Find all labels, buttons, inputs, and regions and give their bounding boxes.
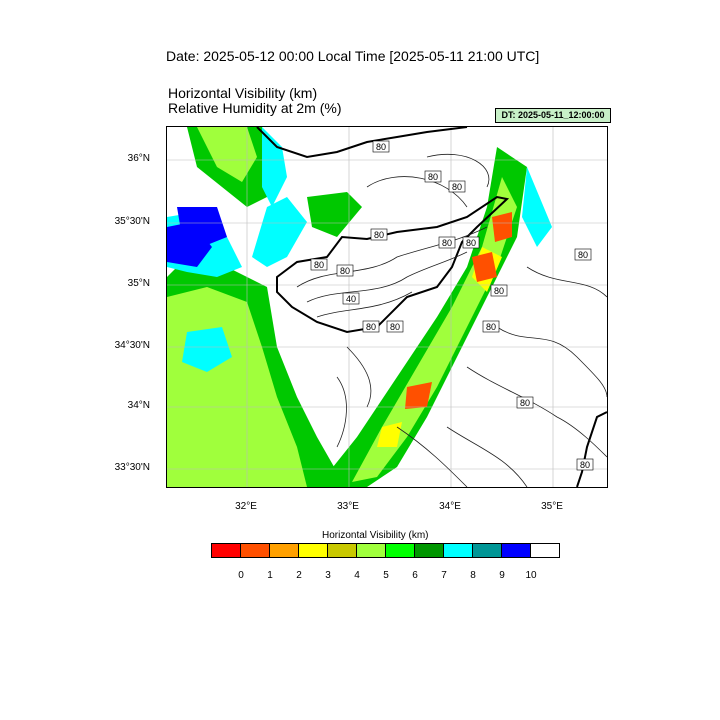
fill-band-orange1 bbox=[472, 252, 497, 282]
fill-green-north2 bbox=[307, 192, 362, 237]
contour-label: 80 bbox=[310, 258, 328, 271]
levant-coast bbox=[576, 411, 607, 487]
map-svg: 80 80 80 80 80 80 80 40 80 80 80 80 80 8… bbox=[167, 127, 607, 487]
fill-band-yellow2 bbox=[377, 422, 402, 447]
fill-band-green bbox=[317, 147, 527, 487]
contour-label-text: 80 bbox=[442, 238, 452, 248]
fill-cyan-coast bbox=[252, 197, 307, 267]
contour-label: 80 bbox=[362, 320, 380, 333]
fill-band-orange3 bbox=[405, 382, 432, 409]
date-line: Date: 2025-05-12 00:00 Local Time [2025-… bbox=[166, 48, 540, 64]
contour-label-text: 80 bbox=[374, 230, 384, 240]
lat-label-34-30n: 34°30'N bbox=[114, 340, 150, 351]
contour-label-text: 80 bbox=[452, 182, 462, 192]
legend-swatch bbox=[356, 543, 386, 558]
legend-colorbar bbox=[211, 543, 560, 558]
contour-label: 80 bbox=[576, 458, 594, 471]
contour-label: 40 bbox=[342, 292, 360, 305]
contour-label-text: 80 bbox=[578, 250, 588, 260]
contour-label-text: 80 bbox=[366, 322, 376, 332]
dt-badge: DT: 2025-05-11_12:00:00 bbox=[495, 108, 611, 123]
lat-label-35-30n: 35°30'N bbox=[114, 216, 150, 227]
contour-label-text: 80 bbox=[314, 260, 324, 270]
legend-tick-label: 10 bbox=[525, 570, 537, 581]
fill-band-orange2 bbox=[492, 212, 512, 242]
contour-label-text: 80 bbox=[390, 322, 400, 332]
contour-labels: 80 80 80 80 80 80 80 40 80 80 80 80 80 8… bbox=[310, 140, 594, 471]
fill-band-lightgreen bbox=[352, 177, 517, 482]
lon-label-33e: 33°E bbox=[337, 501, 359, 512]
title-visibility: Horizontal Visibility (km) bbox=[168, 85, 318, 101]
fill-cyan-north bbox=[262, 127, 287, 207]
contour-label: 80 bbox=[370, 228, 388, 241]
legend-swatch bbox=[298, 543, 328, 558]
legend-swatch bbox=[385, 543, 415, 558]
turkey-coast bbox=[256, 127, 468, 159]
lon-label-35e: 35°E bbox=[541, 501, 563, 512]
cyprus-coast bbox=[276, 195, 510, 334]
contour-label: 80 bbox=[462, 236, 480, 249]
legend-swatch bbox=[530, 543, 560, 558]
contours bbox=[296, 153, 607, 487]
legend-tick-label: 1 bbox=[267, 570, 273, 581]
contour-label-text: 80 bbox=[428, 172, 438, 182]
fill-blue-north bbox=[177, 207, 227, 247]
legend-tick-label: 6 bbox=[412, 570, 418, 581]
contour-label: 80 bbox=[438, 236, 456, 249]
lat-label-35n: 35°N bbox=[127, 278, 150, 289]
contour-label-text: 80 bbox=[494, 286, 504, 296]
contour-label-text: 80 bbox=[580, 460, 590, 470]
fill-band-cyan bbox=[522, 167, 552, 247]
gridlines bbox=[167, 127, 607, 487]
lat-label-33-30n: 33°30'N bbox=[114, 462, 150, 473]
contour-label: 80 bbox=[574, 248, 592, 261]
contour-label-text: 80 bbox=[340, 266, 350, 276]
legend-tick-label: 4 bbox=[354, 570, 360, 581]
contour-label: 80 bbox=[490, 284, 508, 297]
contour-label: 80 bbox=[336, 264, 354, 277]
contour-label-text: 80 bbox=[520, 398, 530, 408]
legend-tick-label: 7 bbox=[441, 570, 447, 581]
legend-swatch bbox=[443, 543, 473, 558]
fill-lightgreen-north bbox=[197, 127, 257, 182]
lon-label-34e: 34°E bbox=[439, 501, 461, 512]
legend-tick-label: 3 bbox=[325, 570, 331, 581]
legend-tick-label: 2 bbox=[296, 570, 302, 581]
legend-swatch bbox=[240, 543, 270, 558]
legend-tick-label: 5 bbox=[383, 570, 389, 581]
legend-swatch bbox=[501, 543, 531, 558]
legend-swatch bbox=[269, 543, 299, 558]
map-panel: 80 80 80 80 80 80 80 40 80 80 80 80 80 8… bbox=[166, 126, 608, 488]
legend-tick-label: 0 bbox=[238, 570, 244, 581]
contour-label-text: 40 bbox=[346, 294, 356, 304]
contour-label-text: 80 bbox=[486, 322, 496, 332]
legend-tick-label: 9 bbox=[499, 570, 505, 581]
lat-label-36n: 36°N bbox=[127, 153, 150, 164]
contour-label-text: 80 bbox=[466, 238, 476, 248]
legend-swatch bbox=[414, 543, 444, 558]
fill-cyan-patch bbox=[182, 327, 232, 372]
contour-label: 80 bbox=[516, 396, 534, 409]
title-humidity: Relative Humidity at 2m (%) bbox=[168, 100, 342, 116]
contour-label: 80 bbox=[424, 170, 442, 183]
contour-label: 80 bbox=[448, 180, 466, 193]
lat-label-34n: 34°N bbox=[127, 400, 150, 411]
contour-label-text: 80 bbox=[376, 142, 386, 152]
legend-swatch bbox=[327, 543, 357, 558]
legend-title: Horizontal Visibility (km) bbox=[322, 530, 429, 541]
contour-label: 80 bbox=[482, 320, 500, 333]
legend-swatch bbox=[472, 543, 502, 558]
legend-swatch bbox=[211, 543, 241, 558]
legend-tick-label: 8 bbox=[470, 570, 476, 581]
contour-label: 80 bbox=[386, 320, 404, 333]
lon-label-32e: 32°E bbox=[235, 501, 257, 512]
contour-label: 80 bbox=[372, 140, 390, 153]
